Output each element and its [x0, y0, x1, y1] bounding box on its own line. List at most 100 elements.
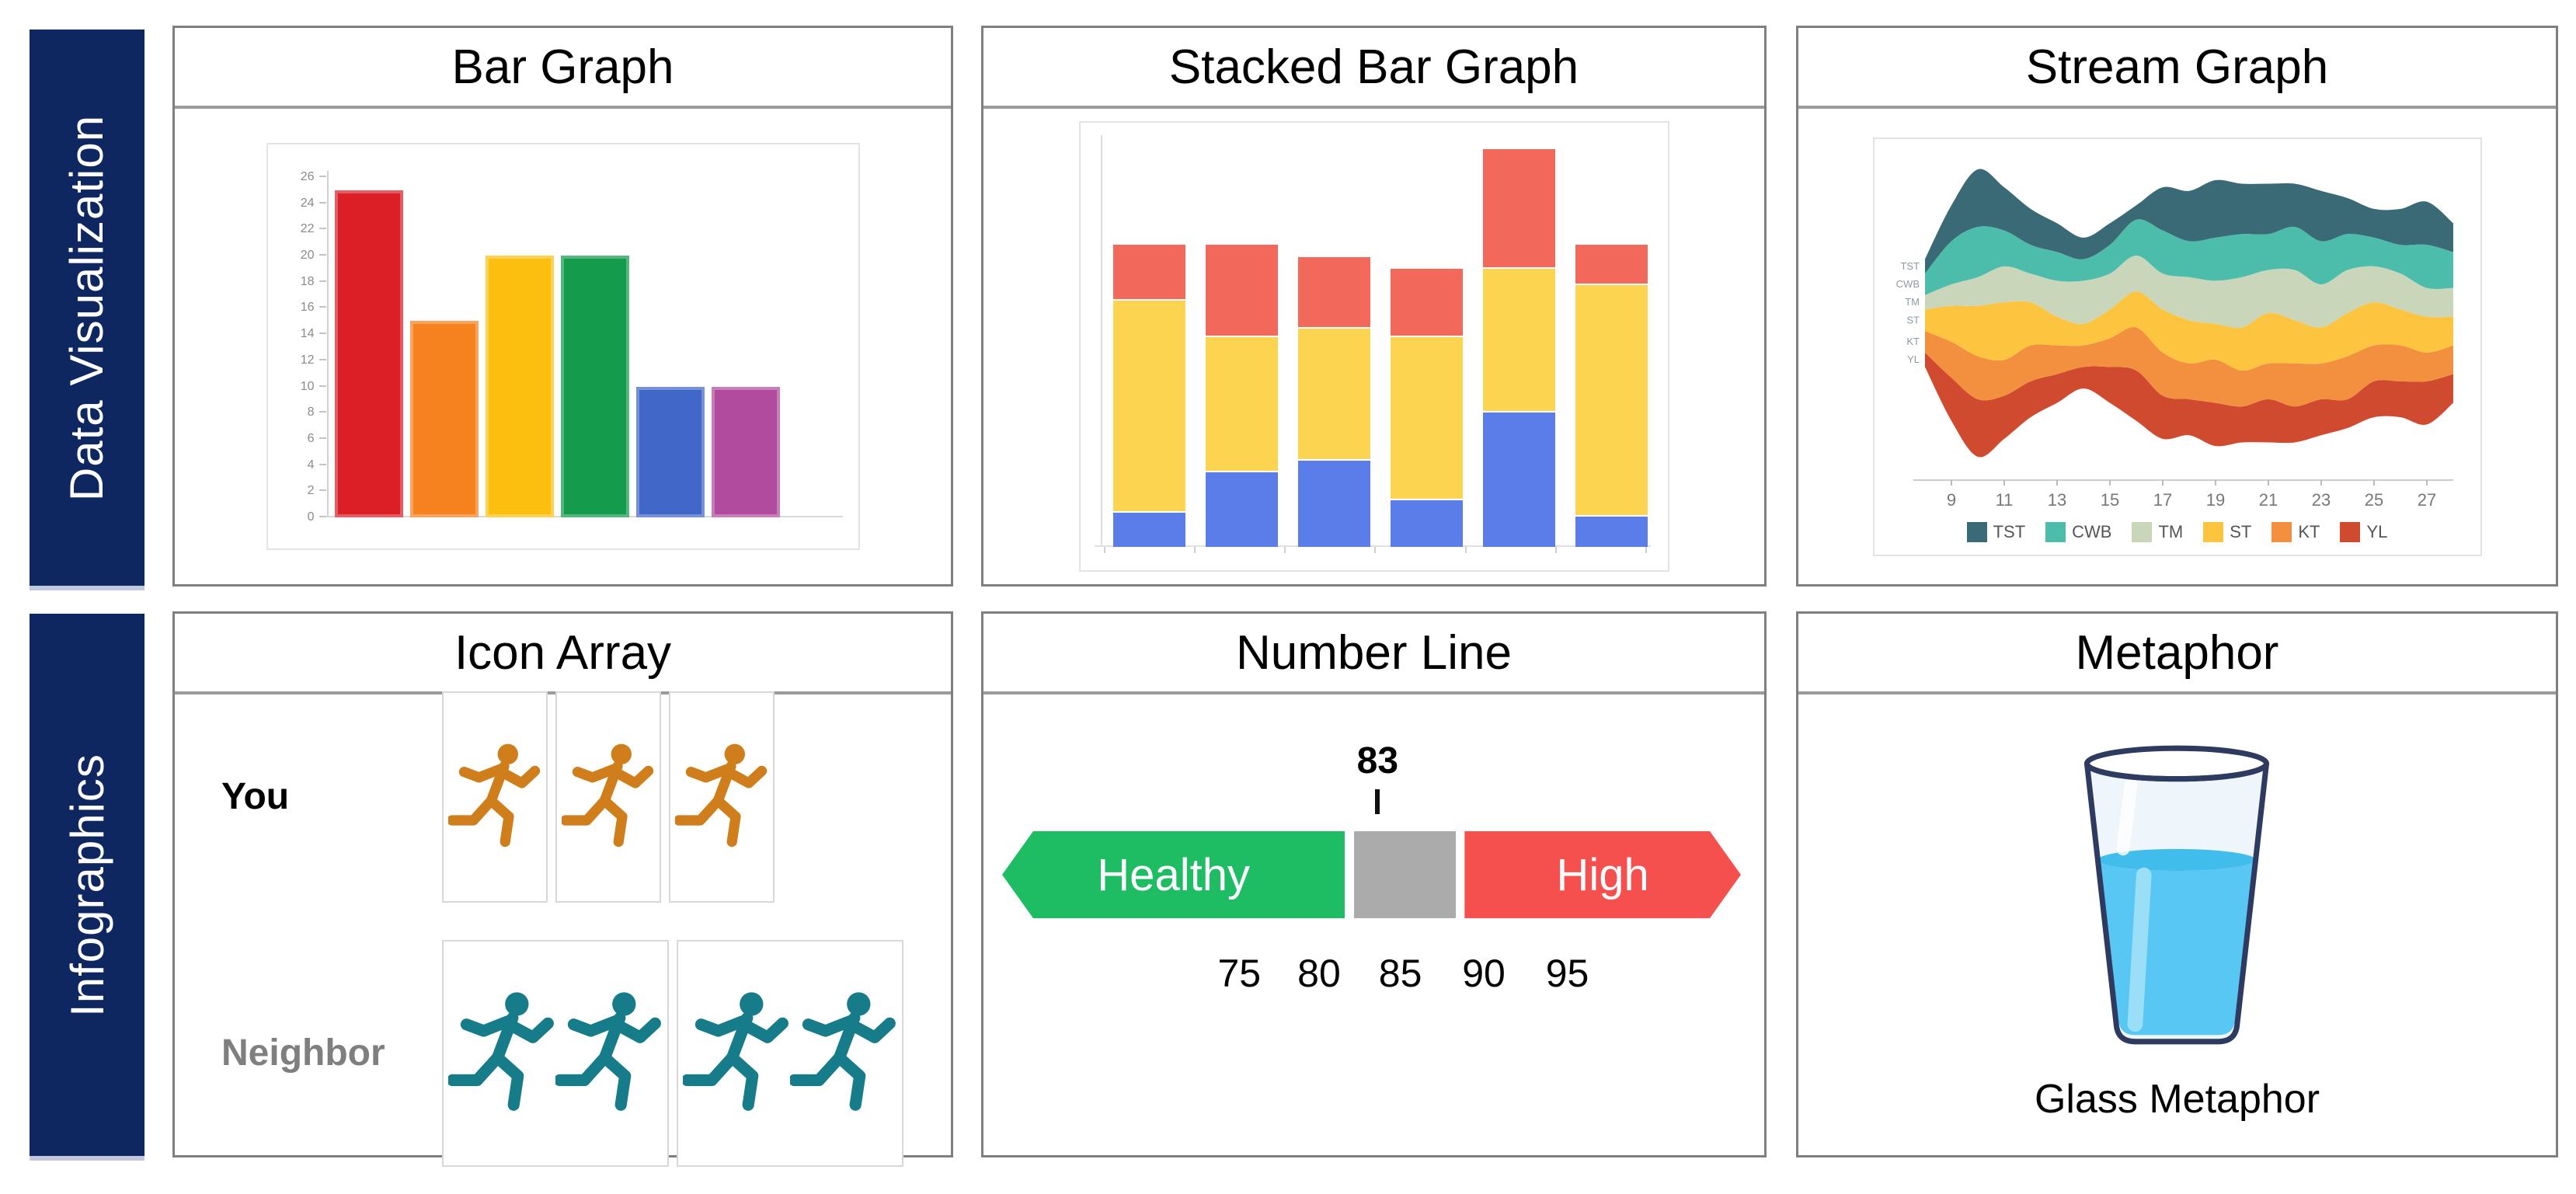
stream-layer-CWB	[1924, 218, 2453, 295]
panel-body: Glass Metaphor	[1798, 694, 2556, 1155]
stacked-bar	[1205, 243, 1278, 547]
icon-array-box	[555, 691, 661, 903]
panel-body: TST CWB TM ST KT YL 9 11 13 15 17 19 21 23 25 27 TST CWB…	[1798, 109, 2556, 584]
stream-chart-legend: TST CWB TM ST KT YL	[1882, 521, 2473, 542]
stacked-bar-segment	[1297, 327, 1370, 459]
panel-body	[983, 109, 1764, 584]
x-axis-tick	[1103, 547, 1105, 553]
x-axis-ticks	[1103, 547, 1648, 553]
stream-band-label: CWB	[1895, 278, 1919, 290]
icon-array: You Neighbor	[175, 684, 951, 1167]
panel-header: Stacked Bar Graph	[983, 28, 1764, 109]
x-axis-tick-label: 19	[2205, 490, 2224, 510]
x-axis-tick	[1374, 547, 1377, 553]
legend-swatch	[2045, 521, 2066, 542]
stacked-bar-group	[1112, 148, 1648, 547]
sidebar-label-data-visualization: Data Visualization	[61, 114, 113, 501]
stacked-bar	[1575, 243, 1648, 547]
legend-label: ST	[2230, 521, 2252, 541]
y-axis-tick-label: 14	[300, 327, 315, 341]
runner-icon	[562, 699, 655, 895]
number-line-tick-label: 95	[1545, 952, 1589, 995]
y-axis-tick-label: 18	[300, 274, 315, 288]
icon-array-row: Neighbor	[221, 939, 951, 1167]
glass-icon	[2084, 745, 2270, 1044]
sidebar-row-data-visualization: Data Visualization	[30, 30, 144, 586]
stacked-bar-segment	[1205, 471, 1278, 547]
x-axis-tick-label: 15	[2100, 490, 2118, 510]
icon-array-row-label: You	[221, 776, 290, 817]
y-axis-tick-label: 12	[300, 353, 315, 367]
y-axis-tick-label: 0	[307, 510, 315, 524]
y-axis-tick	[319, 280, 326, 282]
stream-layer-ST	[1924, 291, 2453, 371]
number-line-segment-healthy: Healthy	[1002, 831, 1345, 918]
glass-metaphor-caption: Glass Metaphor	[2034, 1076, 2320, 1122]
panel-number-line: Number Line 83 Healthy High 75 80 85 90 95	[981, 611, 1767, 1157]
icon-array-box	[677, 939, 903, 1167]
legend-item: CWB	[2045, 521, 2111, 542]
runner-icon	[555, 948, 663, 1159]
panel-body: 0 2 4 6 8 10 12 14 16 18 20 22 24 26	[175, 109, 951, 584]
stream-layer-TM	[1924, 255, 2453, 328]
stream-band-label: TST	[1900, 259, 1920, 271]
water-surface	[2098, 848, 2256, 871]
stacked-bar-segment	[1390, 267, 1463, 336]
x-axis-tick-label: 9	[1946, 490, 1955, 510]
y-axis-tick-label: 20	[300, 249, 315, 263]
x-axis-tick-label: 13	[2047, 490, 2066, 510]
number-line-tick-label: 85	[1378, 952, 1422, 995]
panel-header: Metaphor	[1798, 614, 2556, 694]
y-axis-tick	[319, 176, 326, 177]
x-axis-tick-label: 25	[2364, 490, 2383, 510]
runner-icon	[448, 948, 555, 1159]
icon-array-box	[442, 691, 548, 903]
legend-swatch	[2203, 521, 2224, 542]
stacked-bar-segment	[1575, 243, 1648, 284]
legend-swatch	[1966, 521, 1987, 542]
sidebar-label-infographics: Infographics	[61, 753, 113, 1017]
panel-stacked-bar-graph: Stacked Bar Graph	[981, 26, 1767, 587]
number-line-tick-labels: 75 80 85 90 95	[1002, 951, 1741, 997]
y-axis-tick	[319, 201, 326, 204]
number-line-marker-tick	[1375, 789, 1380, 814]
panel-title-number-line: Number Line	[1236, 625, 1512, 680]
y-axis-tick-label: 22	[300, 222, 315, 236]
y-axis-tick	[319, 516, 326, 517]
x-axis-tick-label: 17	[2153, 490, 2171, 510]
glass-highlight	[2116, 778, 2138, 855]
y-axis-tick-label: 4	[307, 458, 315, 472]
y-axis-tick	[319, 332, 326, 335]
runner-icon	[683, 948, 790, 1159]
y-axis-tick	[319, 306, 326, 308]
stream-chart-plot: TST CWB TM ST KT YL 9 11 13 15 17 19 21 23 25 27	[1895, 168, 2453, 510]
panel-body: You Neighbor	[175, 691, 951, 1167]
number-line: 83 Healthy High 75 80 85 90 95	[999, 694, 1749, 1155]
y-axis-tick-label: 26	[300, 170, 315, 183]
number-line-segment-high: High	[1464, 831, 1741, 918]
glass-metaphor: Glass Metaphor	[2035, 728, 2320, 1123]
x-axis-tick-label: 27	[2417, 490, 2435, 510]
y-axis-tick-label: 8	[307, 406, 315, 419]
panel-header: Number Line	[983, 614, 1764, 694]
legend-item: ST	[2203, 521, 2252, 542]
x-axis-tick	[1193, 547, 1196, 553]
bar-chart: 0 2 4 6 8 10 12 14 16 18 20 22 24 26	[266, 143, 860, 550]
legend-label: YL	[2366, 521, 2388, 541]
y-axis-tick	[319, 385, 326, 387]
bar	[334, 190, 403, 517]
stacked-bar-segment	[1482, 148, 1555, 268]
y-axis-tick-label: 2	[307, 484, 315, 498]
number-line-marker-value: 83	[1356, 740, 1399, 781]
runner-icon	[790, 948, 897, 1159]
number-line-tick-label: 75	[1217, 952, 1262, 995]
stacked-bar-segment	[1575, 283, 1648, 515]
stream-band-label: ST	[1906, 314, 1920, 325]
segment-label-high: High	[1556, 849, 1649, 900]
y-axis-tick-label: 6	[307, 431, 315, 445]
stream-layer-YL	[1924, 352, 2453, 458]
panel-bar-graph: Bar Graph 0 2 4 6 8 10 12 14 16 18 20 22 24 26	[172, 26, 953, 587]
bar	[635, 386, 705, 517]
panel-icon-array: Icon Array You Neighbor	[172, 611, 953, 1167]
icon-array-box	[669, 691, 775, 903]
